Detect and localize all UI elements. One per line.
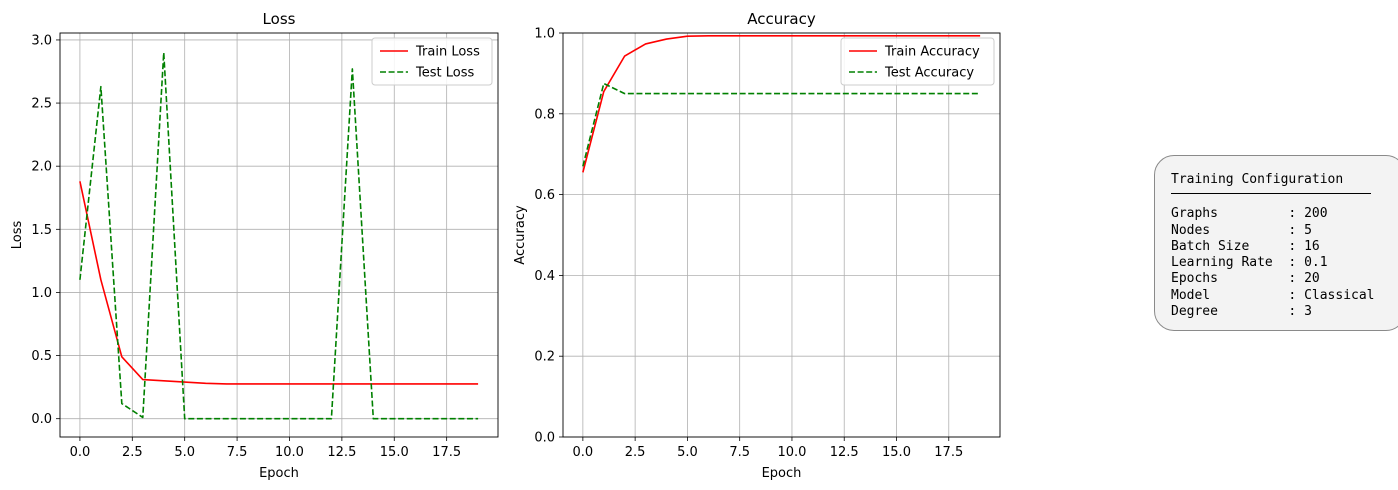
plot-frame: [59, 32, 499, 438]
y-tick-label: 0.0: [31, 412, 52, 427]
config-value: 5: [1304, 222, 1312, 238]
config-rows: Graphs : 200 Nodes : 5 Batch Size : 16 Lear…: [1171, 206, 1398, 320]
y-tick-label: 0.2: [534, 350, 555, 365]
legend-label: Test Loss: [415, 66, 474, 81]
chart-0: 0.0 2.5 5.0 7.5 10.0 12.5 15.0 17.5 0.0 0.5 1.0 1.5…: [10, 10, 499, 481]
config-row: Batch Size : 16: [1171, 239, 1398, 255]
x-tick-label: 15.0: [380, 445, 409, 460]
chart-title: Loss: [263, 10, 296, 28]
config-value: 3: [1304, 304, 1312, 320]
y-tick-label: 2.5: [31, 97, 52, 112]
x-tick-label: 2.5: [625, 445, 646, 460]
series-line-train-accuracy: [582, 35, 981, 173]
config-divider: [1171, 193, 1371, 195]
series-line-train-loss: [79, 181, 479, 385]
config-title: Training Configuration: [1171, 172, 1344, 187]
x-tick-label: 15.0: [882, 445, 911, 460]
config-row: Graphs : 200: [1171, 206, 1398, 222]
legend-label: Test Accuracy: [884, 66, 974, 81]
config-value: 16: [1304, 238, 1320, 254]
chart-title: Accuracy: [747, 10, 816, 28]
x-tick-label: 5.0: [174, 445, 195, 460]
config-value: 20: [1304, 271, 1320, 287]
legend-label: Train Loss: [415, 45, 480, 60]
training-config-panel: Training Configuration Graphs : 200 Nodes …: [1154, 155, 1398, 331]
config-row: Model : Classical: [1171, 288, 1398, 304]
config-key: Epochs :: [1171, 271, 1305, 287]
x-tick-label: 0.0: [70, 445, 91, 460]
y-tick-label: 0.5: [31, 349, 52, 364]
x-axis-label: Epoch: [259, 466, 299, 481]
y-tick-label: 1.5: [31, 223, 52, 238]
y-tick-label: 3.0: [31, 33, 52, 48]
x-tick-label: 2.5: [122, 445, 143, 460]
legend-label: Train Accuracy: [884, 45, 980, 60]
config-key: Degree :: [1171, 304, 1305, 320]
series-line-test-accuracy: [582, 82, 981, 167]
x-tick-label: 12.5: [830, 445, 859, 460]
config-value: Classical: [1304, 287, 1375, 303]
x-tick-label: 0.0: [573, 445, 594, 460]
config-row: Nodes : 5: [1171, 223, 1398, 239]
x-tick-label: 17.5: [432, 445, 461, 460]
series-line-test-loss: [79, 51, 479, 420]
y-tick-label: 0.8: [534, 107, 555, 122]
y-axis-label: Loss: [10, 221, 25, 250]
config-key: Model :: [1171, 287, 1305, 303]
plot-frame: [562, 32, 1001, 438]
y-tick-label: 0.6: [534, 188, 555, 203]
x-tick-label: 10.0: [777, 445, 806, 460]
x-tick-label: 10.0: [275, 445, 304, 460]
config-key: Batch Size :: [1171, 238, 1305, 254]
y-tick-label: 0.4: [534, 269, 555, 284]
config-key: Nodes :: [1171, 222, 1305, 238]
x-tick-label: 5.0: [677, 445, 698, 460]
x-tick-label: 7.5: [227, 445, 248, 460]
config-row: Epochs : 20: [1171, 271, 1398, 287]
x-tick-label: 7.5: [729, 445, 750, 460]
y-tick-label: 2.0: [31, 160, 52, 175]
y-axis-label: Accuracy: [513, 205, 528, 265]
legend-box: [840, 37, 995, 86]
x-tick-label: 12.5: [327, 445, 356, 460]
x-axis-label: Epoch: [762, 466, 802, 481]
config-key: Learning Rate :: [1171, 255, 1305, 271]
config-value: 200: [1304, 206, 1328, 222]
config-row: Degree : 3: [1171, 304, 1398, 320]
chart-1: 0.0 2.5 5.0 7.5 10.0 12.5 15.0 17.5 0.0 0.2 0.4 0.6…: [513, 10, 1001, 481]
config-row: Learning Rate : 0.1: [1171, 255, 1398, 271]
x-tick-label: 17.5: [934, 445, 963, 460]
y-tick-label: 1.0: [31, 286, 52, 301]
y-tick-label: 1.0: [534, 27, 555, 42]
config-value: 0.1: [1304, 255, 1328, 271]
legend-box: [371, 37, 493, 86]
config-key: Graphs :: [1171, 206, 1305, 222]
y-tick-label: 0.0: [534, 431, 555, 446]
